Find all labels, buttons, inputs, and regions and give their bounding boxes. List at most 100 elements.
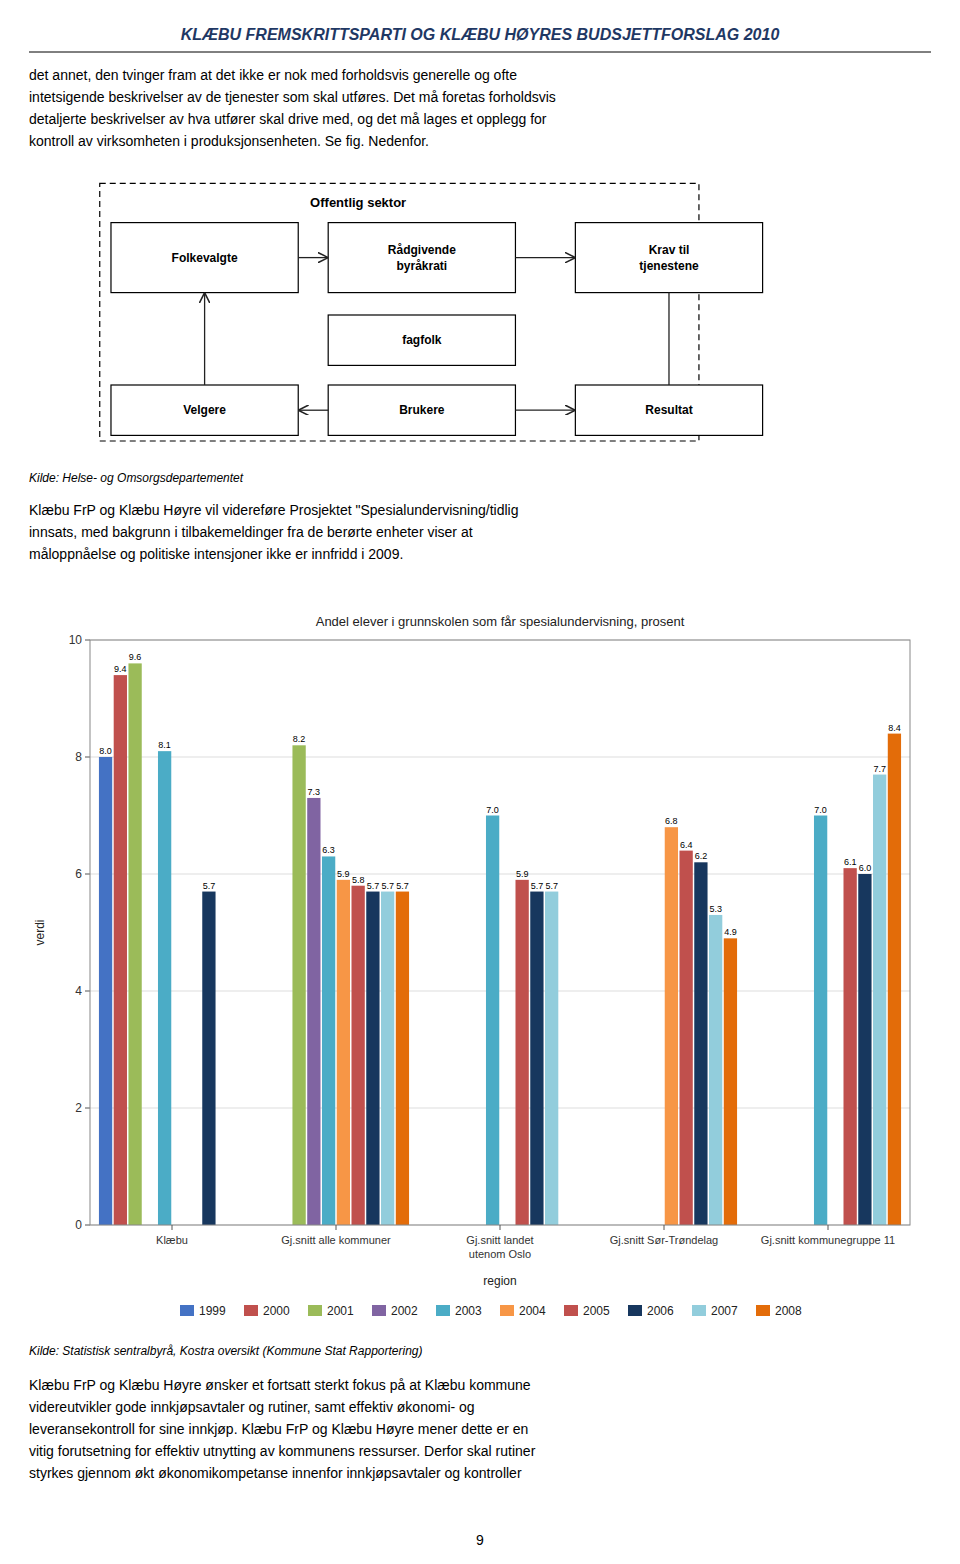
plot-frame	[90, 640, 910, 1225]
bar	[366, 892, 379, 1225]
x-tick	[336, 1225, 337, 1230]
body-text: Klæbu FrP og Klæbu Høyre ønsker et forts…	[29, 1377, 536, 1481]
bar	[709, 915, 722, 1225]
y-tick	[85, 874, 90, 875]
y-tick-label: 10	[69, 633, 83, 647]
legend-label: 2004	[519, 1304, 546, 1318]
body-text-line: måloppnåelse og politiske intensjoner ik…	[29, 546, 403, 562]
legend-swatch	[500, 1305, 514, 1316]
body-text: det annet, den tvinger fram at det ikke …	[29, 67, 556, 149]
diagram-box-label-line: Folkevalgte	[172, 251, 238, 265]
bar	[814, 816, 827, 1226]
diagram-box-label-line: Velgere	[183, 403, 226, 417]
data-label: 5.3	[709, 904, 722, 914]
page-number: 9	[476, 1532, 484, 1548]
diagram-box-label-line: Rådgivende	[388, 243, 456, 257]
body-text-line: Klæbu FrP og Klæbu Høyre ønsker et forts…	[29, 1377, 531, 1393]
x-tick-label: Klæbu	[156, 1234, 188, 1246]
body-text-line: kontroll av virksomheten i produksjonsen…	[29, 133, 429, 149]
bar	[128, 663, 141, 1225]
bar	[545, 892, 558, 1225]
data-label: 5.7	[545, 881, 558, 891]
legend-swatch	[436, 1305, 450, 1316]
bar	[158, 751, 171, 1225]
legend-label: 2003	[455, 1304, 482, 1318]
diagram-box-label: Brukere	[399, 403, 445, 417]
x-tick-label-line: utenom Oslo	[469, 1248, 531, 1260]
legend-swatch	[628, 1305, 642, 1316]
data-label: 5.9	[337, 869, 350, 879]
bar	[307, 798, 320, 1225]
diagram-box-label: Krav til tjenestene	[639, 243, 699, 273]
bar	[322, 856, 335, 1225]
legend-swatch	[308, 1305, 322, 1316]
diagram-connector	[668, 293, 669, 385]
body-text-line: det annet, den tvinger fram at det ikke …	[29, 67, 517, 83]
y-axis-label: verdi	[33, 919, 47, 945]
grid-line	[90, 874, 910, 875]
y-tick-label: 2	[75, 1101, 82, 1115]
x-tick	[664, 1225, 665, 1230]
x-tick-label: Gj.snitt Sør-Trøndelag	[610, 1234, 718, 1246]
data-label: 6.2	[695, 851, 708, 861]
bars	[99, 663, 901, 1225]
diagram-box-label: Rådgivende byråkrati	[388, 243, 456, 273]
x-tick-label-line: Klæbu	[156, 1234, 188, 1246]
y-tick	[85, 640, 90, 641]
data-label: 5.9	[516, 869, 529, 879]
x-tick-label: Gj.snitt kommunegruppe 11	[761, 1234, 895, 1246]
bar	[337, 880, 350, 1225]
diagram-box	[328, 223, 515, 293]
data-label: 6.1	[844, 857, 857, 867]
x-tick-label-line: Gj.snitt landet	[466, 1234, 533, 1246]
header-rule	[29, 52, 931, 53]
data-label: 4.9	[724, 927, 737, 937]
body-text-line: detaljerte beskrivelser av hva utfører s…	[29, 111, 547, 127]
x-tick-label-line: Gj.snitt kommunegruppe 11	[761, 1234, 895, 1246]
diagram-box-label-line: byråkrati	[396, 259, 447, 273]
body-text-line: videreutvikler gode innkjøpsavtaler og r…	[29, 1399, 475, 1415]
bar	[679, 851, 692, 1225]
diagram-box-label-line: Krav til	[649, 243, 690, 257]
diagram-box	[575, 385, 762, 435]
x-tick-label: Gj.snitt alle kommuner	[281, 1234, 391, 1246]
diagram-box	[111, 223, 298, 293]
diagram-arrow	[515, 257, 575, 258]
legend-label: 2002	[391, 1304, 418, 1318]
diagram-box-label: Resultat	[645, 403, 692, 417]
data-label: 8.0	[99, 746, 112, 756]
legend-label: 2006	[647, 1304, 674, 1318]
diagram-box-label: Folkevalgte	[172, 251, 238, 265]
data-label: 7.7	[873, 764, 886, 774]
x-tick	[172, 1225, 173, 1230]
chart-source: Kilde: Statistisk sentralbyrå, Kostra ov…	[29, 1344, 423, 1358]
diagram: Offentlig sektor Folkevalgte Rådgivende byr…	[100, 183, 763, 441]
page: KLÆBU FREMSKRITTSPARTI OG KLÆBU HØYRES B…	[0, 0, 960, 1564]
body-text: Klæbu FrP og Klæbu Høyre vil videreføre …	[29, 502, 518, 562]
legend-label: 2007	[711, 1304, 738, 1318]
body-text-line: innsats, med bakgrunn i tilbakemeldinger…	[29, 524, 473, 540]
legend-label: 2001	[327, 1304, 354, 1318]
x-tick-label-line: Gj.snitt Sør-Trøndelag	[610, 1234, 718, 1246]
x-tick	[828, 1225, 829, 1230]
diagram-box-label-line: tjenestene	[639, 259, 699, 273]
x-axis-label: region	[483, 1274, 516, 1288]
data-label: 6.8	[665, 816, 678, 826]
legend-label: 1999	[199, 1304, 226, 1318]
diagram-box	[575, 223, 762, 293]
data-label: 7.0	[486, 805, 499, 815]
legend-label: 2008	[775, 1304, 802, 1318]
bar	[843, 868, 856, 1225]
bar	[873, 775, 886, 1225]
grid-line	[90, 757, 910, 758]
diagram-arrow	[515, 410, 575, 411]
y-tick-label: 6	[75, 867, 82, 881]
y-tick-label: 4	[75, 984, 82, 998]
y-tick	[85, 991, 90, 992]
bar	[99, 757, 112, 1225]
data-label: 5.7	[203, 881, 216, 891]
data-label: 5.7	[367, 881, 380, 891]
data-label: 5.7	[381, 881, 394, 891]
bar	[486, 816, 499, 1226]
sector-label: Offentlig sektor	[310, 195, 406, 210]
